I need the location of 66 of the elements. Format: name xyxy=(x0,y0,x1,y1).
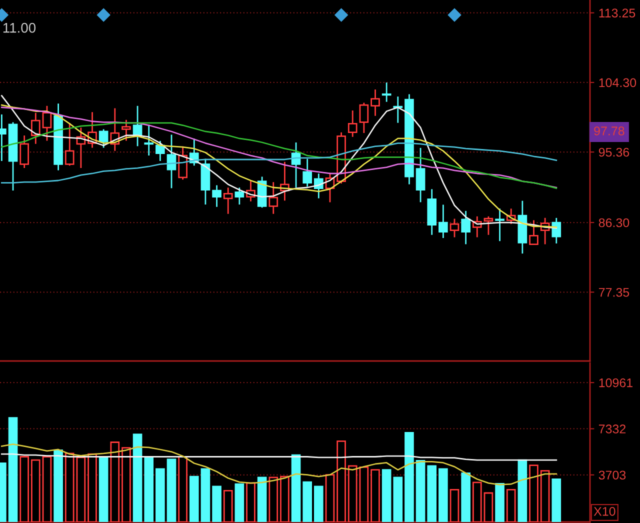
bar xyxy=(257,476,267,522)
candlestick xyxy=(359,102,369,133)
candlestick xyxy=(64,123,74,166)
bar xyxy=(156,468,165,522)
text: 97.78 xyxy=(594,126,624,136)
candlestick xyxy=(98,129,108,148)
candlestick xyxy=(302,158,312,187)
bar xyxy=(404,432,414,522)
y-tick-label: 7332 xyxy=(598,424,626,434)
y-tick-label: 77.35 xyxy=(598,288,630,297)
bar xyxy=(144,456,154,522)
candlestick xyxy=(122,120,131,141)
bar xyxy=(166,458,176,522)
candlestick xyxy=(484,216,494,235)
y-tick-label: 86.30 xyxy=(598,218,630,228)
bar xyxy=(495,483,504,522)
bar xyxy=(132,434,142,522)
y-tick-label: 104.30 xyxy=(599,78,636,88)
candlestick xyxy=(212,185,222,207)
y-tick-label: 10961 xyxy=(599,378,632,388)
bar xyxy=(427,465,437,522)
annotation: 11.00 xyxy=(3,22,36,33)
candlestick xyxy=(495,208,504,242)
candlestick xyxy=(166,134,176,188)
candlestick xyxy=(178,146,188,180)
bar xyxy=(518,459,528,522)
y-axis-title: X10 xyxy=(594,506,616,516)
candlestick xyxy=(20,135,29,168)
candlestick xyxy=(156,140,165,161)
line-series xyxy=(1,106,558,188)
bar xyxy=(54,449,63,522)
bar xyxy=(382,469,392,522)
bar xyxy=(302,481,312,522)
bar xyxy=(98,456,108,522)
candlestick xyxy=(416,148,426,202)
line-series xyxy=(1,142,558,184)
candlestick xyxy=(438,204,448,238)
bar xyxy=(234,483,244,522)
y-tick-label: 3703 xyxy=(598,470,626,480)
candlestick xyxy=(382,82,392,102)
bar xyxy=(416,460,426,522)
bar xyxy=(212,486,222,522)
candlestick xyxy=(234,188,244,205)
y-tick-label: 95.36 xyxy=(598,148,630,157)
bar xyxy=(189,476,199,522)
bar xyxy=(438,468,448,522)
candlestick xyxy=(552,218,562,244)
bar xyxy=(461,472,470,522)
candlestick xyxy=(529,220,538,245)
candlestick xyxy=(223,188,233,214)
y-tick-label: 113.25 xyxy=(599,8,636,18)
bar xyxy=(552,478,562,522)
candlestick xyxy=(370,90,380,116)
bar xyxy=(314,486,324,522)
line-series xyxy=(1,443,558,486)
candlestick xyxy=(144,124,154,156)
candlestick xyxy=(450,218,460,238)
bar xyxy=(200,468,210,522)
bar xyxy=(291,454,301,522)
bar xyxy=(8,417,18,522)
candlestick xyxy=(42,106,52,141)
bar xyxy=(393,476,403,522)
candlestick xyxy=(461,210,470,244)
candlestick xyxy=(31,112,40,144)
candlestick xyxy=(348,110,358,137)
candlestick xyxy=(268,182,278,214)
